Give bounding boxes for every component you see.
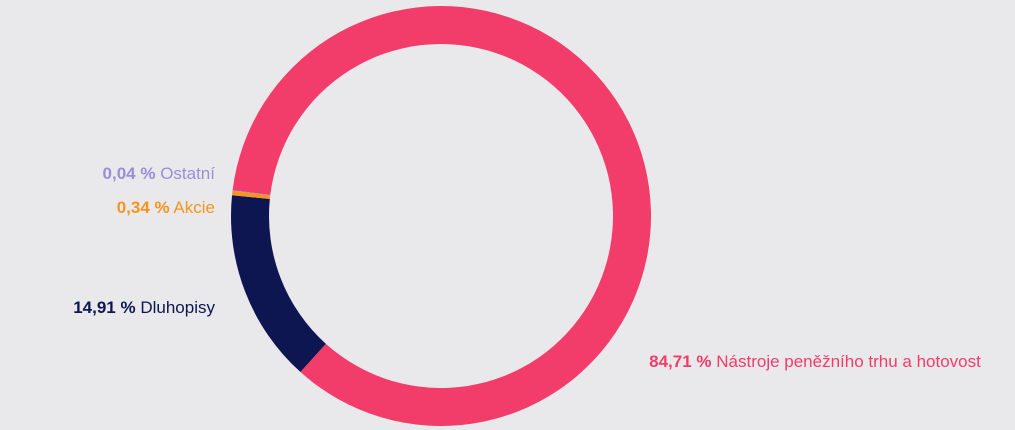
donut-slice: [231, 195, 326, 373]
category-label: Akcie: [173, 198, 215, 217]
value-label: 84,71 %: [649, 352, 712, 371]
category-label: Dluhopisy: [140, 298, 215, 317]
value-label: 14,91 %: [73, 298, 136, 317]
slice-label: 0,34 % Akcie: [117, 196, 215, 220]
category-label: Nástroje peněžního trhu a hotovost: [716, 352, 981, 371]
value-label: 0,04 %: [102, 164, 156, 183]
category-label: Ostatní: [160, 164, 215, 183]
donut-slice: [232, 190, 271, 196]
slice-label: 0,04 % Ostatní: [103, 162, 215, 186]
slice-label: 14,91 % Dluhopisy: [73, 296, 215, 320]
donut-slice: [232, 190, 271, 199]
value-label: 0,34 %: [116, 198, 170, 217]
slice-label: 84,71 % Nástroje peněžního trhu a hotovo…: [600, 350, 1015, 374]
